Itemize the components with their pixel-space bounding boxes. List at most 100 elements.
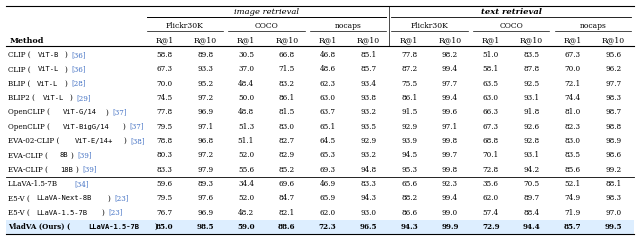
Text: 55.6: 55.6 [238, 166, 254, 174]
Text: 63.0: 63.0 [483, 94, 499, 102]
Text: R@1: R@1 [237, 37, 255, 45]
Text: ): ) [123, 123, 127, 131]
Text: [23]: [23] [109, 209, 123, 217]
Text: 85.7: 85.7 [564, 223, 581, 231]
Text: 83.5: 83.5 [524, 51, 540, 59]
Text: R@1: R@1 [319, 37, 337, 45]
Text: 34.4: 34.4 [238, 180, 254, 188]
Text: R@10: R@10 [194, 37, 217, 45]
Text: 52.1: 52.1 [564, 180, 580, 188]
Text: R@10: R@10 [275, 37, 298, 45]
Text: 93.2: 93.2 [360, 151, 376, 159]
Text: 93.4: 93.4 [360, 80, 376, 88]
Text: [34]: [34] [74, 180, 89, 188]
Text: 98.8: 98.8 [605, 123, 621, 131]
Text: [23]: [23] [114, 194, 129, 202]
Text: 51.0: 51.0 [483, 51, 499, 59]
Text: 88.4: 88.4 [524, 209, 540, 217]
Text: 50.0: 50.0 [238, 94, 254, 102]
Text: 92.9: 92.9 [360, 137, 376, 145]
Text: 69.3: 69.3 [319, 166, 335, 174]
Text: 93.2: 93.2 [360, 108, 376, 116]
Text: 48.8: 48.8 [238, 108, 254, 116]
Text: 94.5: 94.5 [401, 151, 417, 159]
Text: 82.7: 82.7 [279, 137, 295, 145]
Text: 99.8: 99.8 [442, 137, 458, 145]
Text: LLaVA-Next-8B: LLaVA-Next-8B [36, 195, 92, 201]
Text: 37.0: 37.0 [238, 65, 254, 73]
Text: ): ) [108, 194, 113, 202]
Text: [37]: [37] [129, 123, 144, 131]
Text: 75.5: 75.5 [401, 80, 417, 88]
Text: 96.2: 96.2 [605, 65, 621, 73]
Text: 48.2: 48.2 [238, 209, 254, 217]
Text: [36]: [36] [72, 65, 86, 73]
Text: 88.2: 88.2 [401, 194, 417, 202]
Text: 58.8: 58.8 [156, 51, 172, 59]
Text: ): ) [65, 65, 70, 73]
Text: 95.2: 95.2 [197, 80, 213, 88]
Text: Method: Method [10, 37, 44, 45]
Text: ): ) [65, 51, 70, 59]
Text: ): ) [106, 108, 111, 116]
Text: [39]: [39] [77, 151, 92, 159]
Text: 58.1: 58.1 [483, 65, 499, 73]
Text: 18B: 18B [60, 167, 72, 173]
Text: 46.8: 46.8 [319, 51, 335, 59]
Text: R@1: R@1 [563, 37, 582, 45]
Text: 79.5: 79.5 [156, 123, 172, 131]
Text: 76.7: 76.7 [156, 209, 172, 217]
Text: 62.0: 62.0 [483, 194, 499, 202]
Text: 93.1: 93.1 [524, 151, 540, 159]
Text: OpenCLIP (: OpenCLIP ( [8, 108, 50, 116]
Text: text retrieval: text retrieval [481, 8, 541, 16]
Text: 93.1: 93.1 [524, 94, 540, 102]
Text: nocaps: nocaps [579, 22, 606, 30]
Text: nocaps: nocaps [335, 22, 362, 30]
Text: R@1: R@1 [156, 37, 173, 45]
Text: 77.8: 77.8 [156, 108, 172, 116]
Text: E5-V (: E5-V ( [8, 194, 30, 202]
Text: 68.8: 68.8 [483, 137, 499, 145]
Text: ): ) [70, 94, 76, 102]
Text: [36]: [36] [72, 51, 86, 59]
Text: 94.3: 94.3 [401, 223, 418, 231]
Text: 97.0: 97.0 [605, 209, 621, 217]
Text: 99.7: 99.7 [442, 151, 458, 159]
Text: 70.1: 70.1 [483, 151, 499, 159]
Text: 85.0: 85.0 [156, 223, 173, 231]
Text: LLaVA-1.5-7B: LLaVA-1.5-7B [36, 210, 88, 216]
Text: 96.9: 96.9 [197, 209, 213, 217]
Text: 70.5: 70.5 [524, 180, 540, 188]
Text: 97.7: 97.7 [605, 80, 621, 88]
Text: EVA-02-CLIP (: EVA-02-CLIP ( [8, 137, 60, 145]
Text: LLaVA-1.5-7B: LLaVA-1.5-7B [8, 180, 60, 188]
Text: 93.0: 93.0 [360, 209, 376, 217]
Text: 91.5: 91.5 [401, 108, 417, 116]
Text: LLaVA-1.5-7B: LLaVA-1.5-7B [89, 224, 140, 230]
Text: R@10: R@10 [602, 37, 625, 45]
Text: 51.3: 51.3 [238, 123, 254, 131]
Text: 82.3: 82.3 [564, 123, 580, 131]
Text: 70.0: 70.0 [564, 65, 580, 73]
Text: CLIP (: CLIP ( [8, 51, 31, 59]
Text: 97.9: 97.9 [197, 166, 213, 174]
Text: 96.9: 96.9 [197, 108, 213, 116]
Text: 98.3: 98.3 [605, 94, 621, 102]
Text: 86.6: 86.6 [401, 209, 417, 217]
Text: 94.4: 94.4 [523, 223, 540, 231]
Text: 70.0: 70.0 [156, 80, 172, 88]
Text: E5-V (: E5-V ( [8, 209, 30, 217]
Text: 52.0: 52.0 [238, 194, 254, 202]
Text: Flickr30K: Flickr30K [411, 22, 449, 30]
Text: 99.4: 99.4 [442, 94, 458, 102]
Text: 82.9: 82.9 [279, 151, 295, 159]
Text: 98.3: 98.3 [605, 194, 621, 202]
Text: CLIP (: CLIP ( [8, 65, 31, 73]
Text: 99.8: 99.8 [442, 166, 458, 174]
Text: 83.2: 83.2 [279, 80, 295, 88]
Text: 35.6: 35.6 [483, 180, 499, 188]
Text: 97.2: 97.2 [197, 151, 213, 159]
Text: ViT-B: ViT-B [38, 52, 59, 58]
Text: ): ) [76, 166, 81, 174]
